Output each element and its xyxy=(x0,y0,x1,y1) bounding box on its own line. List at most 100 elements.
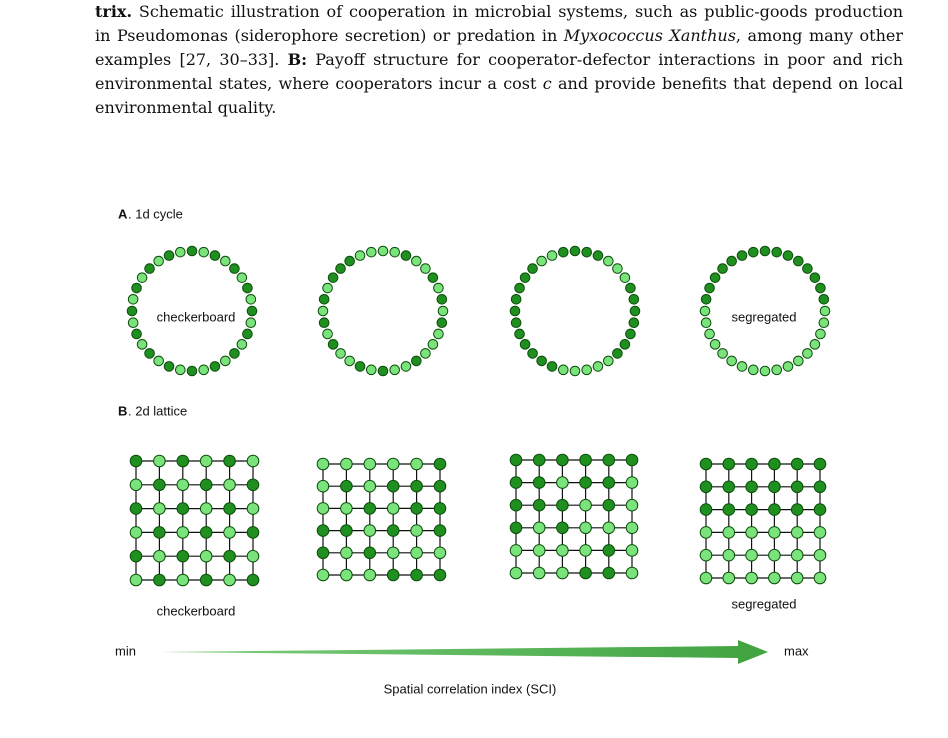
cycle-node xyxy=(327,272,339,283)
cycle-node xyxy=(144,348,155,359)
lattice-node xyxy=(223,573,236,587)
cycle-node xyxy=(420,348,431,359)
cycle-node xyxy=(335,348,346,359)
cycle-node xyxy=(344,355,355,367)
lattice-node xyxy=(602,498,616,512)
cycle-node xyxy=(802,348,813,359)
lattice-node xyxy=(129,526,143,539)
lattice-node xyxy=(602,453,616,467)
cycle-node xyxy=(144,263,155,274)
lattice-node xyxy=(813,526,827,539)
lattice-node xyxy=(176,526,190,539)
cycle-node xyxy=(581,246,593,258)
cycle-node xyxy=(354,361,366,372)
cycle-node xyxy=(809,272,821,283)
lattice-node xyxy=(223,502,236,515)
cycle-node xyxy=(581,364,593,376)
lattice-node xyxy=(813,503,827,516)
lattice-node xyxy=(129,573,143,587)
cycle-node xyxy=(186,245,198,257)
cycle-node xyxy=(709,339,721,350)
lattice-node xyxy=(386,568,400,582)
lattice-node xyxy=(625,521,639,535)
cycle-node xyxy=(736,361,748,372)
caption-run: B: xyxy=(287,50,308,69)
lattice-node xyxy=(625,544,639,557)
lattice-node xyxy=(722,571,736,585)
cycle-node xyxy=(759,245,771,257)
caption-run: and provide benefits that depend on loca… xyxy=(95,74,903,117)
lattice-node xyxy=(579,476,592,489)
lattice-node xyxy=(699,503,713,516)
cycle-node xyxy=(704,328,715,340)
cycle-node xyxy=(747,364,759,376)
lattice-node xyxy=(153,549,166,563)
cycle-node xyxy=(782,361,794,372)
cycle-node xyxy=(802,263,813,274)
axis-title: Spatial correlation index (SCI) xyxy=(384,681,557,696)
lattice-node xyxy=(386,524,400,537)
lattice-node xyxy=(790,548,804,562)
cycle-node xyxy=(242,282,253,294)
cycle-node xyxy=(318,293,330,305)
lattice-node xyxy=(176,502,190,515)
lattice-node xyxy=(509,544,523,557)
lattice-node xyxy=(625,566,639,580)
lattice-node xyxy=(153,526,166,539)
cycle-node xyxy=(726,355,737,367)
cycle-node xyxy=(436,317,448,329)
lattice-node xyxy=(699,526,713,539)
caption-run: Schematic illustration of cooperation in… xyxy=(95,2,903,45)
lattice-node xyxy=(722,526,736,539)
cycle-node xyxy=(619,339,631,350)
lattice-node xyxy=(386,457,400,471)
cycle-node xyxy=(793,255,804,267)
lattice-node xyxy=(316,568,330,582)
lattice-node xyxy=(316,502,330,515)
lattice-node xyxy=(340,479,353,493)
cycle-node xyxy=(625,282,636,294)
cycle-node xyxy=(344,255,355,267)
cycle-node xyxy=(229,348,240,359)
figure-caption: trix. Schematic illustration of cooperat… xyxy=(95,0,903,120)
cycle-node xyxy=(433,328,444,340)
lattice-node xyxy=(433,479,447,493)
lattice-node xyxy=(340,568,353,582)
node-label: checkerboard xyxy=(157,309,236,324)
lattice-node xyxy=(556,566,569,580)
cycle-node xyxy=(519,272,531,283)
lattice-node xyxy=(579,453,592,467)
lattice-node xyxy=(790,526,804,539)
cycle-node xyxy=(131,328,142,340)
cycle-node xyxy=(246,305,258,317)
cycle-node xyxy=(354,250,366,261)
caption-run: c xyxy=(542,74,552,93)
lattice-node xyxy=(602,544,616,557)
cycle-node xyxy=(427,272,439,283)
panel-letter: A xyxy=(118,206,128,221)
caption-run: trix. xyxy=(95,2,133,21)
panel-title: . 2d lattice xyxy=(128,403,187,418)
cycle-node xyxy=(509,305,521,317)
lattice-node xyxy=(745,457,758,471)
cycle-node xyxy=(782,250,794,261)
lattice-node xyxy=(579,566,592,580)
lattice-node xyxy=(509,453,523,467)
lattice-node xyxy=(316,546,330,560)
cycle-node xyxy=(736,250,748,261)
lattice-node xyxy=(199,454,213,468)
cycle-node xyxy=(153,355,164,367)
lattice-node xyxy=(556,476,569,489)
cycle-node xyxy=(198,246,210,258)
cycle-node xyxy=(389,246,401,258)
lattice-node xyxy=(509,498,523,512)
lattice-node xyxy=(556,453,569,467)
cycle-node xyxy=(819,305,831,317)
lattice-node xyxy=(532,476,546,489)
lattice-node xyxy=(340,546,353,560)
cycle-node xyxy=(322,282,333,294)
cycle-node xyxy=(771,246,783,258)
lattice-label: checkerboard xyxy=(157,603,236,618)
lattice-node xyxy=(625,476,639,489)
cycle-node xyxy=(153,255,164,267)
